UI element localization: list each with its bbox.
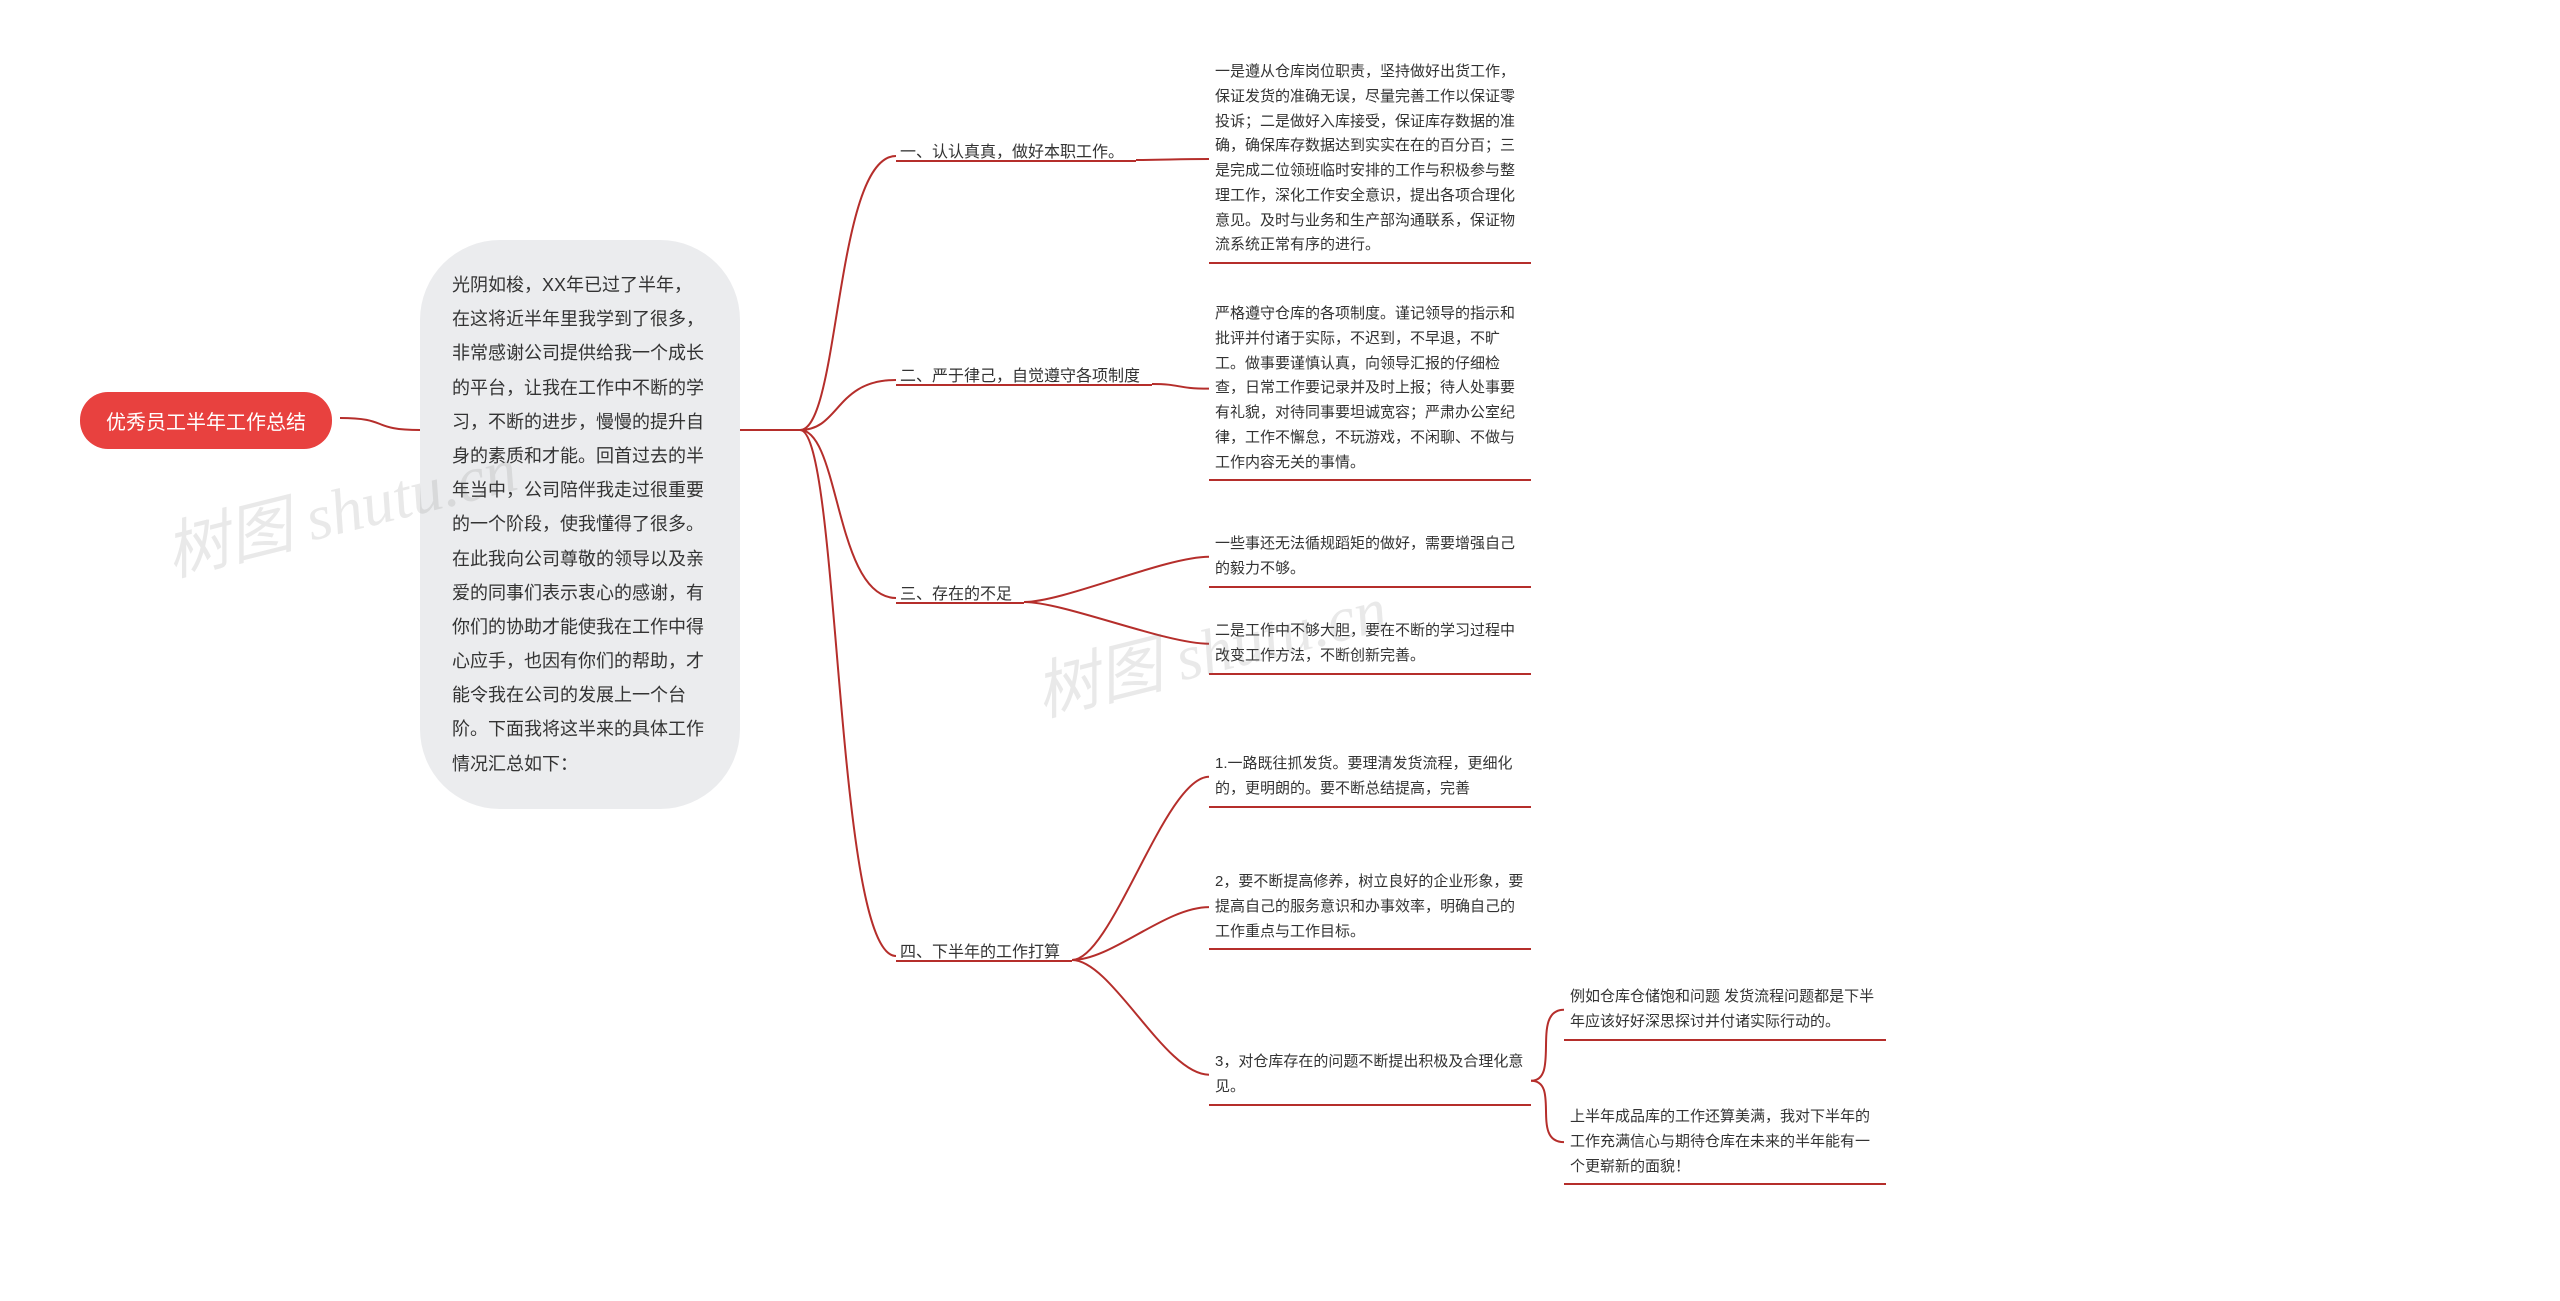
branch-label-text: 三、存在的不足 [900,586,1012,603]
root-label: 优秀员工半年工作总结 [106,412,306,434]
leaf-text: 一些事还无法循规蹈矩的做好，需要增强自己的毅力不够。 [1215,532,1525,582]
subleaf-underline [1564,1183,1886,1185]
subleaf-text: 例如仓库仓储饱和问题 发货流程问题都是下半年应该好好深思探讨并付诸实际行动的。 [1570,985,1880,1035]
leaf-underline [1209,479,1531,481]
leaf-underline [1209,948,1531,950]
subleaf-text: 上半年成品库的工作还算美满，我对下半年的工作充满信心与期待仓库在未来的半年能有一… [1570,1105,1880,1179]
branch-underline [896,960,1072,962]
leaf-underline [1209,586,1531,588]
branch-label-text: 二、严于律己，自觉遵守各项制度 [900,368,1140,385]
branch-label-text: 一、认认真真，做好本职工作。 [900,144,1124,161]
leaf-text: 严格遵守仓库的各项制度。谨记领导的指示和批评并付诸于实际，不迟到，不早退，不旷工… [1215,302,1525,475]
branch-underline [896,602,1024,604]
leaf-underline [1209,673,1531,675]
leaf-text: 1.一路既往抓发货。要理清发货流程，更细化的，更明朗的。要不断总结提高，完善 [1215,752,1525,802]
mindmap-canvas: 优秀员工半年工作总结 光阴如梭，XX年已过了半年，在这将近半年里我学到了很多，非… [0,0,2560,1301]
leaf-underline [1209,262,1531,264]
branch-underline [896,160,1136,162]
leaf-text: 2，要不断提高修养，树立良好的企业形象，要提高自己的服务意识和办事效率，明确自己… [1215,870,1525,944]
subleaf-underline [1564,1039,1886,1041]
root-node: 优秀员工半年工作总结 [80,392,332,449]
branch-underline [896,384,1152,386]
leaf-text: 一是遵从仓库岗位职责，坚持做好出货工作，保证发货的准确无误，尽量完善工作以保证零… [1215,60,1525,258]
leaf-text: 二是工作中不够大胆，要在不断的学习过程中改变工作方法，不断创新完善。 [1215,619,1525,669]
branch-label-text: 四、下半年的工作打算 [900,944,1060,961]
leaf-text: 3，对仓库存在的问题不断提出积极及合理化意见。 [1215,1050,1525,1100]
intro-node: 光阴如梭，XX年已过了半年，在这将近半年里我学到了很多，非常感谢公司提供给我一个… [420,240,740,809]
intro-text: 光阴如梭，XX年已过了半年，在这将近半年里我学到了很多，非常感谢公司提供给我一个… [452,275,704,774]
leaf-underline [1209,1104,1531,1106]
leaf-underline [1209,806,1531,808]
